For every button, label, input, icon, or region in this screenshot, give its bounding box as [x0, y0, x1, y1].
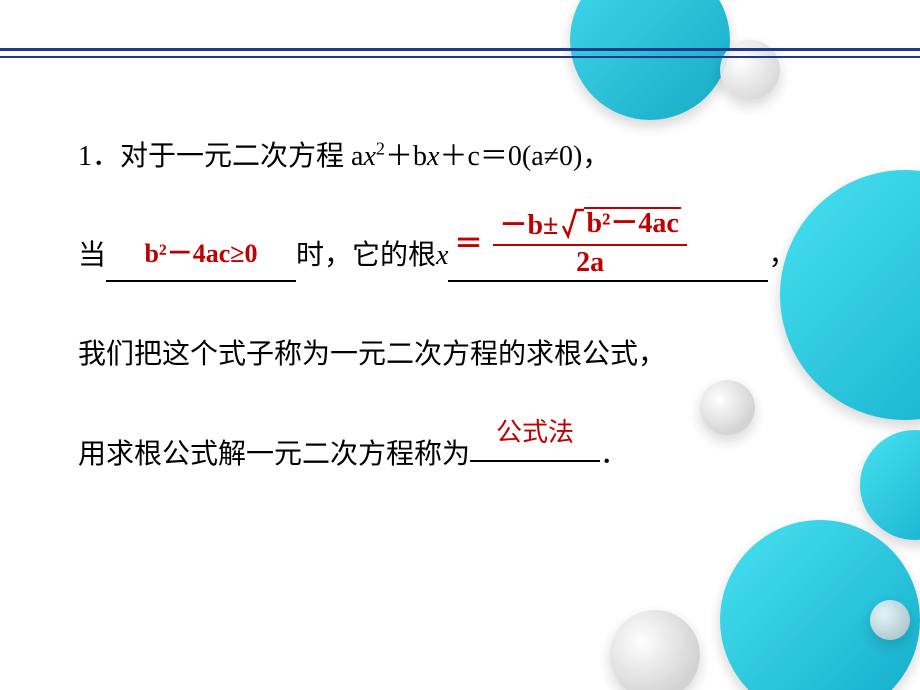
- line2-dang: 当: [78, 229, 106, 282]
- decorative-bubble: [860, 430, 920, 540]
- sqrt-wrap: b²－4ac: [558, 206, 680, 242]
- line1-prefix: 1．对于一元二次方程: [78, 141, 351, 172]
- quadratic-formula: －b± b²－4ac 2a: [493, 206, 686, 279]
- decorative-bubble: [570, 0, 730, 120]
- divider-top-line: [0, 48, 920, 51]
- eq-x2: x: [427, 141, 439, 172]
- line3-text: 我们把这个式子称为一元二次方程的求根公式，: [78, 339, 666, 370]
- eq-plus-b: ＋b: [385, 141, 427, 172]
- line2-comma: ，: [768, 229, 796, 282]
- text-line-2: 当 b²－4ac≥0 时，它的根 x ＝ －b±b²－4ac 2a ，: [78, 229, 858, 282]
- blank-discriminant: b²－4ac≥0: [106, 248, 296, 282]
- sqrt-inner: b²－4ac: [584, 207, 680, 240]
- eq-sup2: 2: [376, 139, 385, 159]
- eq-rest: ＋c＝0(a≠0)，: [439, 141, 610, 172]
- slide-content: 1．对于一元二次方程 ax2＋bx＋c＝0(a≠0)， 当 b²－4ac≥0 时…: [78, 130, 858, 527]
- decorative-bubble: [870, 600, 910, 640]
- blank-formula: ＝ －b±b²－4ac 2a: [448, 248, 768, 282]
- formula-denominator: 2a: [493, 246, 686, 279]
- eq-x: x: [363, 141, 375, 172]
- blank1-text: b²－4ac≥0: [106, 229, 296, 278]
- decorative-bubble: [720, 520, 920, 690]
- divider-mid-line: [0, 56, 920, 58]
- eq-sign: ＝: [454, 229, 482, 260]
- text-line-4: 用求根公式解一元二次方程称为 公式法 ．: [78, 428, 858, 481]
- blank-method-name: 公式法: [470, 428, 600, 462]
- decorative-bubble: [610, 610, 700, 690]
- line4-prefix: 用求根公式解一元二次方程称为: [78, 439, 470, 470]
- formula-num-prefix: －b±: [499, 210, 558, 241]
- formula-numerator: －b± b²－4ac: [493, 206, 686, 246]
- line4-suffix: ．: [600, 439, 628, 470]
- eq-a: a: [351, 141, 363, 172]
- line2-x: x: [436, 229, 448, 282]
- text-line-1: 1．对于一元二次方程 ax2＋bx＋c＝0(a≠0)，: [78, 130, 858, 183]
- blank3-text: 公式法: [470, 408, 600, 457]
- text-line-3: 我们把这个式子称为一元二次方程的求根公式，: [78, 328, 858, 381]
- sqrt-symbol-icon: [562, 206, 584, 240]
- line2-shi: 时，它的根: [296, 229, 436, 282]
